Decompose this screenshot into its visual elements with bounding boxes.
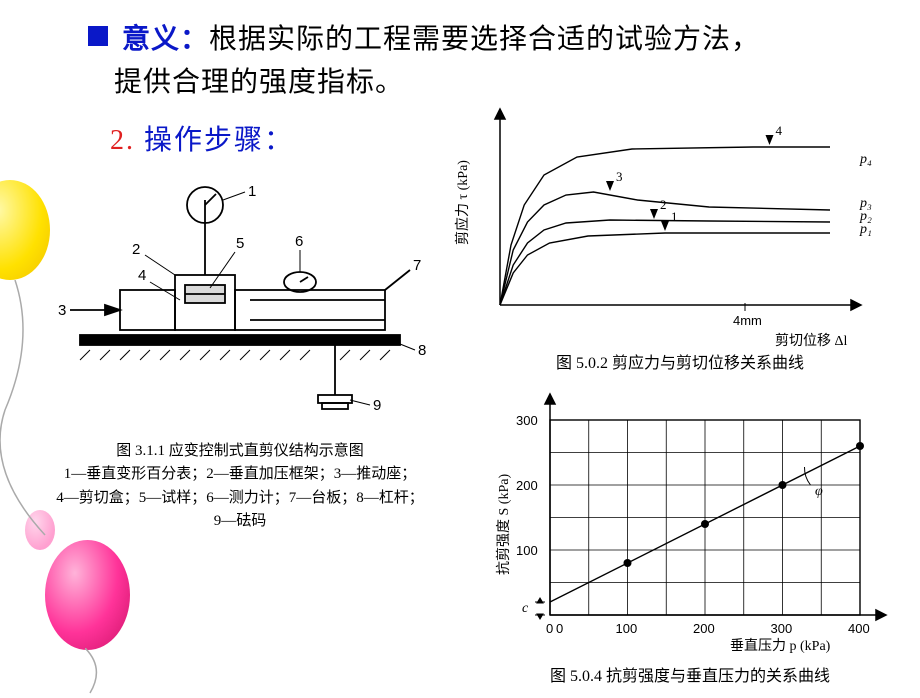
svg-text:300: 300 bbox=[516, 413, 538, 428]
svg-text:300: 300 bbox=[771, 621, 793, 636]
svg-text:200: 200 bbox=[516, 478, 538, 493]
apparatus-legend-1: 1—垂直变形百分表；2—垂直加压框架；3—推动座； bbox=[50, 463, 430, 486]
chart1-xmarker: 4mm bbox=[733, 313, 762, 328]
svg-text:1: 1 bbox=[671, 209, 678, 224]
shear-displacement-chart: 4mm 剪切位移 Δl 剪应力 τ (kPa) p₁ p₂ p₃ p₄ 12 3 4 bbox=[445, 105, 905, 360]
apparatus-legend-2: 4—剪切盒；5—试样；6—测力计；7—台板；8—杠杆； bbox=[50, 487, 430, 510]
chart1-series-p2: p₂ bbox=[859, 209, 872, 224]
chart2-phi-label: φ bbox=[815, 484, 823, 499]
apparatus-label-5: 5 bbox=[236, 235, 244, 252]
balloon-string-2 bbox=[85, 648, 145, 698]
title-block: 意义：根据实际的工程需要选择合适的试验方法， 提供合理的强度指标。 bbox=[88, 18, 888, 105]
apparatus-caption-title: 图 3.1.1 应变控制式直剪仪结构示意图 bbox=[50, 440, 430, 463]
chart1-series-p3: p₃ bbox=[859, 196, 872, 211]
chart2-caption: 图 5.0.4 抗剪强度与垂直压力的关系曲线 bbox=[500, 665, 880, 690]
section-text: 操作步骤： bbox=[144, 125, 294, 156]
chart2-c-label: c bbox=[522, 601, 529, 616]
svg-text:0: 0 bbox=[546, 621, 553, 636]
chart1-caption: 图 5.0.2 剪应力与剪切位移关系曲线 bbox=[490, 352, 870, 377]
apparatus-label-8: 8 bbox=[418, 342, 426, 359]
svg-text:100: 100 bbox=[516, 543, 538, 558]
chart1-ylabel: 剪应力 τ (kPa) bbox=[454, 160, 471, 245]
apparatus-diagram: 1 2 3 4 5 6 7 8 9 bbox=[50, 170, 430, 420]
chart1-series-p1: p₁ bbox=[859, 222, 872, 237]
apparatus-label-6: 6 bbox=[295, 233, 303, 250]
svg-text:2: 2 bbox=[660, 197, 667, 212]
balloon-yellow bbox=[0, 180, 50, 280]
chart1-series-p4: p₄ bbox=[859, 152, 872, 167]
svg-text:4: 4 bbox=[776, 123, 783, 138]
chart2-ylabel: 抗剪强度 S (kPa) bbox=[496, 474, 512, 575]
bullet-square-icon bbox=[88, 26, 108, 46]
svg-text:400: 400 bbox=[848, 621, 870, 636]
title-lead: 意义： bbox=[122, 24, 209, 55]
apparatus-caption: 图 3.1.1 应变控制式直剪仪结构示意图 1—垂直变形百分表；2—垂直加压框架… bbox=[50, 440, 430, 533]
apparatus-label-3: 3 bbox=[58, 302, 66, 319]
svg-text:100: 100 bbox=[616, 621, 638, 636]
svg-text:3: 3 bbox=[616, 169, 623, 184]
title-rest-2: 提供合理的强度指标。 bbox=[114, 67, 404, 98]
apparatus-label-4: 4 bbox=[138, 267, 146, 284]
strength-pressure-chart: 0 100 200 300 400 100 200 300 0 c φ 垂直压力 p (kPa)… bbox=[480, 385, 910, 665]
apparatus-label-9: 9 bbox=[373, 397, 381, 414]
chart2-xlabel: 垂直压力 p (kPa) bbox=[730, 637, 831, 654]
section-heading: 2. 操作步骤： bbox=[110, 118, 294, 158]
section-number: 2. bbox=[110, 125, 135, 156]
balloon-red bbox=[45, 540, 130, 650]
title-rest-1: 根据实际的工程需要选择合适的试验方法， bbox=[209, 24, 760, 55]
apparatus-label-7: 7 bbox=[413, 257, 421, 274]
apparatus-label-1: 1 bbox=[248, 183, 256, 200]
chart1-xlabel: 剪切位移 Δl bbox=[775, 333, 848, 349]
apparatus-legend-3: 9—砝码 bbox=[50, 510, 430, 533]
apparatus-label-2: 2 bbox=[132, 241, 140, 258]
svg-text:200: 200 bbox=[693, 621, 715, 636]
svg-text:0: 0 bbox=[556, 621, 563, 636]
